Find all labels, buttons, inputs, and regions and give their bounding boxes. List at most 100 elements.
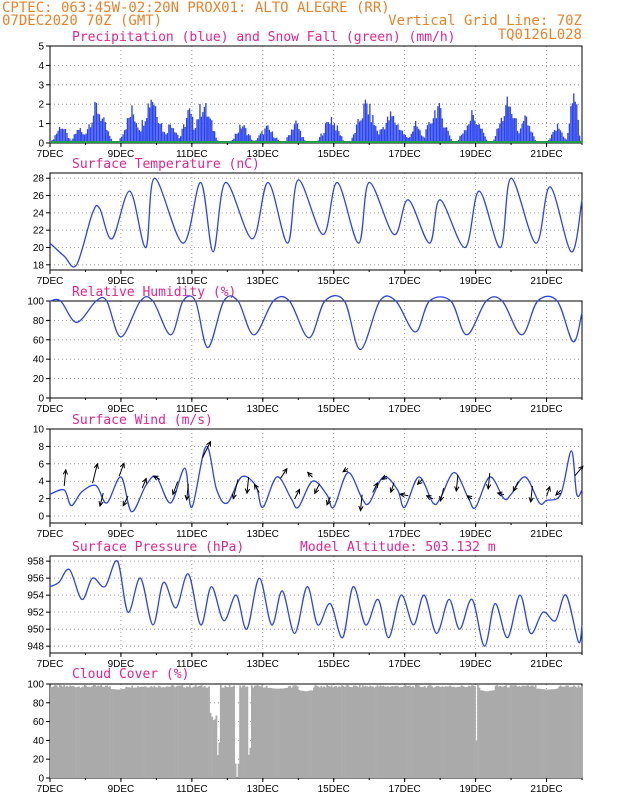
precip-bar: [556, 123, 559, 143]
cloud-bar: [243, 685, 246, 778]
cloud-bar: [253, 685, 256, 778]
precip-bar: [471, 110, 473, 143]
precip-bar: [92, 115, 95, 143]
cloud-bar: [493, 690, 496, 778]
precip-bar: [577, 119, 579, 143]
precip-bar: [174, 132, 176, 143]
precip-bar: [299, 130, 302, 143]
precip-bar: [110, 138, 112, 143]
precip-bar: [531, 132, 534, 143]
cloud-bar: [94, 685, 97, 778]
precip-bar: [259, 133, 262, 143]
cloud-bar: [112, 689, 114, 778]
cloud-bar: [202, 687, 204, 778]
wind-arrow-head: [231, 493, 237, 500]
precip-bar: [209, 118, 211, 143]
wind-arrow-head: [373, 481, 378, 488]
precip-bar: [172, 128, 175, 143]
precip-bar: [528, 126, 531, 143]
precip-bar: [469, 120, 472, 143]
pres-series-line: [49, 560, 583, 647]
cloud-bar: [391, 686, 394, 778]
temp-ytick-label: 28: [33, 174, 45, 185]
rh-series-line: [49, 295, 583, 351]
precip-bar: [171, 127, 173, 143]
cloud-bar: [316, 685, 318, 778]
pres-xtick-label: 13DEC: [247, 659, 279, 670]
cloud-bar: [444, 686, 447, 778]
precip-bar: [438, 103, 441, 143]
precip-bar: [480, 128, 482, 143]
wind-arrow-shaft: [122, 495, 129, 506]
precip-bar: [481, 128, 483, 143]
cloud-bar: [172, 685, 175, 778]
precip-bar: [506, 96, 508, 143]
precip-xtick-label: 17DEC: [389, 149, 421, 160]
pres-ytick-label: 954: [27, 591, 44, 602]
precip-bar: [289, 135, 291, 143]
cloud-bar: [533, 686, 535, 778]
wind-arrow-head: [358, 505, 364, 512]
cloud-bar: [434, 687, 436, 778]
cloud-bar: [128, 687, 131, 778]
cloud-bar: [307, 691, 309, 778]
cloud-bar: [319, 687, 321, 778]
cloud-bar: [191, 687, 194, 778]
cloud-bar: [262, 687, 265, 778]
cloud-bar: [98, 686, 101, 778]
header-station: CPTEC: 063:45W-02:20N PROX01: ALTO ALEGR…: [2, 0, 390, 16]
precip-xtick-label: 11DEC: [176, 149, 208, 160]
cloud-bar: [333, 686, 336, 778]
precip-bar: [326, 122, 328, 143]
precip-bar: [290, 129, 293, 143]
cloud-bar: [120, 689, 123, 778]
pres-ytick-label: 950: [27, 625, 44, 636]
cloud-bar: [447, 686, 450, 778]
cloud-bar: [542, 689, 544, 778]
wind-arrow-shaft: [186, 483, 189, 500]
cloud-bar: [553, 689, 556, 778]
precip-bar: [514, 118, 516, 143]
rh-ytick-label: 80: [33, 316, 45, 327]
cloud-bar: [326, 685, 329, 778]
cloud-bar: [432, 687, 435, 778]
cloud-bar: [186, 686, 188, 778]
pres-frame: [49, 555, 583, 654]
precip-bar: [521, 123, 523, 143]
cloud-xtick-label: 21DEC: [530, 784, 562, 795]
cloud-bar: [82, 686, 85, 778]
precip-bar: [468, 124, 470, 143]
precip-bar: [273, 137, 275, 143]
wind-arrow-head: [545, 485, 551, 492]
rh-xtick-label: 19DEC: [459, 404, 491, 415]
cloud-xtick-label: 17DEC: [389, 784, 421, 795]
cloud-bar: [228, 685, 231, 778]
precip-bar: [391, 116, 393, 143]
pres-xtick-label: 7DEC: [37, 659, 64, 670]
precip-bar: [409, 137, 411, 143]
wind-xtick-label: 13DEC: [247, 529, 279, 540]
precip-bar: [180, 136, 182, 143]
wind-xtick-label: 11DEC: [176, 529, 208, 540]
precip-bar: [552, 131, 554, 143]
cloud-bar: [175, 686, 178, 778]
precip-bar: [324, 123, 327, 143]
precip-bar: [568, 123, 571, 143]
precip-bar: [211, 120, 213, 143]
precip-bar: [265, 125, 268, 143]
precip-bar: [406, 137, 408, 143]
precip-bar: [483, 132, 485, 143]
precip-bar: [416, 126, 418, 143]
precip-bar: [137, 127, 139, 143]
cloud-bar: [64, 686, 67, 778]
cloud-bar: [203, 686, 206, 778]
precip-bar: [261, 131, 263, 143]
precip-bar: [530, 131, 532, 143]
cloud-bar: [502, 686, 504, 778]
wind-arrow-shaft: [326, 496, 331, 505]
cloud-bar: [472, 685, 475, 778]
precip-bar: [103, 117, 105, 143]
precip-bar: [153, 105, 155, 143]
temp-xtick-label: 21DEC: [530, 276, 562, 287]
precip-ytick-label: 2: [38, 100, 44, 111]
